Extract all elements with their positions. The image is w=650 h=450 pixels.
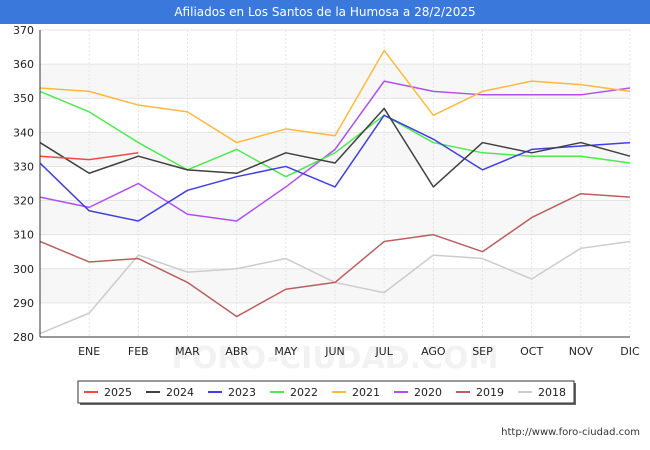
x-tick-label: AGO xyxy=(421,345,446,358)
plot-band xyxy=(40,268,630,303)
y-tick-label: 320 xyxy=(13,195,34,208)
y-tick-label: 300 xyxy=(13,263,34,276)
x-tick-label: DIC xyxy=(620,345,640,358)
x-tick-label: MAR xyxy=(175,345,200,358)
x-tick-label: MAY xyxy=(274,345,297,358)
watermark: FORO-CIUDAD.COM xyxy=(172,341,499,376)
series-line-2025 xyxy=(39,152,139,161)
chart-title: Afiliados en Los Santos de la Humosa a 2… xyxy=(0,0,650,24)
legend-label-2021: 2021 xyxy=(352,386,380,399)
legend-label-2022: 2022 xyxy=(290,386,318,399)
y-tick-label: 280 xyxy=(13,331,34,344)
series-line-2019 xyxy=(39,192,631,318)
y-tick-label: 370 xyxy=(13,24,34,37)
x-tick-label: FEB xyxy=(128,345,149,358)
legend: 2025 2024 2023 2022 2021 2020 2019 2018 xyxy=(77,380,576,405)
legend-label-2024: 2024 xyxy=(166,386,194,399)
grid-lines xyxy=(40,29,631,338)
axes xyxy=(39,30,630,338)
legend-label-2025: 2025 xyxy=(104,386,132,399)
y-tick-label: 340 xyxy=(13,126,34,139)
x-tick-label: JUL xyxy=(374,345,393,358)
legend-label-2018: 2018 xyxy=(538,386,566,399)
legend-label-2023: 2023 xyxy=(228,386,256,399)
series-line-2021 xyxy=(39,49,631,144)
y-tick-label: 290 xyxy=(13,297,34,310)
y-tick-label: 360 xyxy=(13,58,34,71)
series-line-2020 xyxy=(39,80,631,222)
x-tick-labels: ENE FEB MAR ABR MAY JUN JUL AGO SEP OCT NOV DIC xyxy=(78,345,640,358)
x-tick-label: OCT xyxy=(520,345,543,358)
y-tick-label: 350 xyxy=(13,92,34,105)
y-tick-label: 330 xyxy=(13,160,34,173)
y-tick-label: 310 xyxy=(13,229,34,242)
legend-box xyxy=(77,380,575,404)
series-line-2023 xyxy=(39,114,631,222)
x-tick-label: NOV xyxy=(569,345,594,358)
legend-label-2020: 2020 xyxy=(414,386,442,399)
series-line-2022 xyxy=(39,90,631,178)
source-url[interactable]: http://www.foro-ciudad.com xyxy=(501,427,640,438)
x-tick-label: ENE xyxy=(78,345,100,358)
x-tick-label: SEP xyxy=(472,345,493,358)
legend-label-2019: 2019 xyxy=(476,386,504,399)
plot-band xyxy=(40,200,630,235)
series-lines xyxy=(39,49,631,335)
x-tick-label: JUN xyxy=(324,345,345,358)
x-tick-label: ABR xyxy=(225,345,248,358)
series-line-2024 xyxy=(39,107,631,188)
y-tick-labels: 280 290 300 310 320 330 340 350 360 370 xyxy=(13,24,34,344)
